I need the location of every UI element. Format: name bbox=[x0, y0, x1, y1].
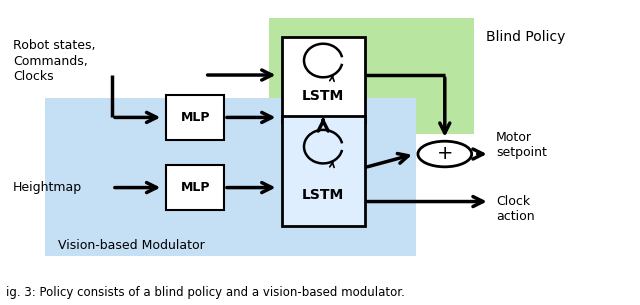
FancyBboxPatch shape bbox=[269, 18, 474, 134]
FancyBboxPatch shape bbox=[282, 37, 365, 122]
Text: LSTM: LSTM bbox=[302, 89, 344, 103]
FancyBboxPatch shape bbox=[282, 116, 365, 226]
Text: MLP: MLP bbox=[180, 181, 210, 194]
Text: Robot states,
Commands,
Clocks: Robot states, Commands, Clocks bbox=[13, 40, 95, 82]
Text: LSTM: LSTM bbox=[302, 188, 344, 202]
Text: ig. 3: Policy consists of a blind policy and a vision-based modulator.: ig. 3: Policy consists of a blind policy… bbox=[6, 286, 405, 299]
Text: Heightmap: Heightmap bbox=[13, 181, 82, 194]
Text: Blind Policy: Blind Policy bbox=[486, 30, 566, 44]
Text: Motor
setpoint: Motor setpoint bbox=[496, 131, 547, 159]
FancyBboxPatch shape bbox=[45, 98, 416, 256]
Text: +: + bbox=[436, 144, 453, 163]
Circle shape bbox=[418, 141, 472, 167]
FancyBboxPatch shape bbox=[166, 95, 224, 140]
FancyBboxPatch shape bbox=[166, 165, 224, 210]
Text: Clock
action: Clock action bbox=[496, 195, 534, 223]
Text: MLP: MLP bbox=[180, 111, 210, 124]
Text: Vision-based Modulator: Vision-based Modulator bbox=[58, 239, 204, 252]
